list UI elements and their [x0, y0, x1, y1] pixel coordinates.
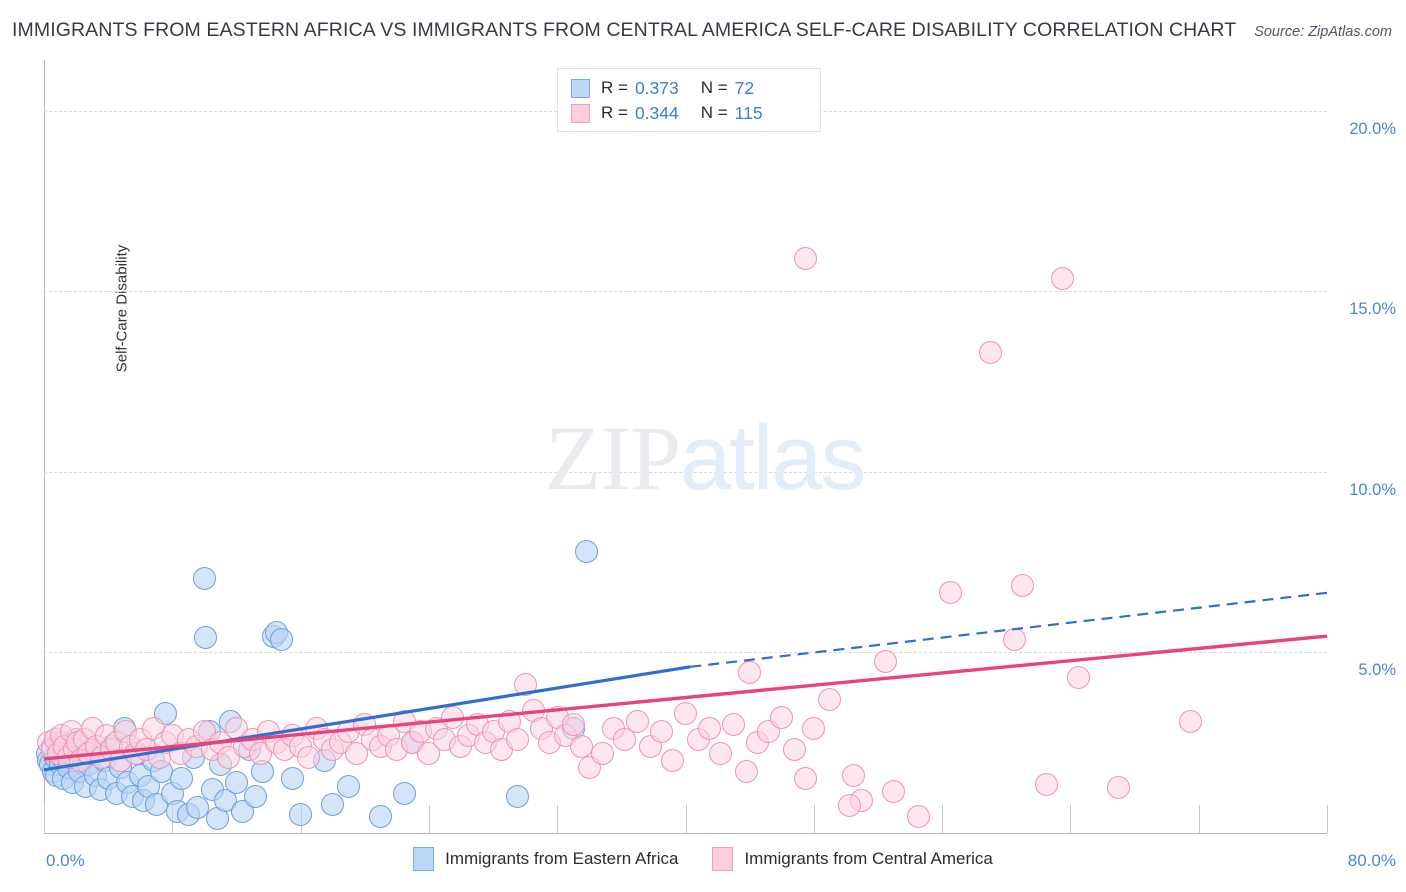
scatter-point	[1107, 776, 1130, 800]
x-axis-tick	[1198, 805, 1200, 833]
x-axis-tick	[428, 805, 430, 833]
scatter-point	[734, 760, 758, 784]
scatter-point	[1066, 666, 1090, 690]
scatter-point	[289, 803, 313, 827]
gridline	[44, 291, 1327, 293]
trendline-eastern-africa-projected	[690, 591, 1328, 668]
scatter-point	[709, 742, 733, 766]
scatter-point	[783, 738, 807, 762]
y-axis-tick-label: 10.0%	[1349, 480, 1396, 499]
scatter-point	[674, 702, 697, 726]
scatter-point	[1034, 772, 1058, 796]
scatter-point	[345, 742, 369, 766]
scatter-point	[269, 628, 293, 652]
correlation-stats-box: R = 0.373 N = 72 R = 0.344 N = 115	[557, 68, 821, 132]
stats-n-label-1: N =	[700, 78, 728, 97]
stats-n-label-2: N =	[700, 103, 728, 122]
x-axis-min-label: 0.0%	[46, 851, 85, 870]
gridline	[44, 471, 1327, 473]
y-axis-tick-label: 5.0%	[1358, 661, 1396, 680]
scatter-point	[698, 716, 722, 740]
scatter-point	[818, 687, 842, 711]
x-axis-tick	[685, 805, 687, 833]
stats-row-eastern-africa: R = 0.373 N = 72	[571, 75, 754, 101]
scatter-point	[297, 745, 321, 769]
scatter-point	[874, 649, 898, 673]
scatter-point	[978, 341, 1002, 365]
scatter-point	[393, 781, 417, 805]
scatter-point	[794, 247, 818, 271]
stats-n-value-2: 115	[734, 102, 763, 123]
scatter-point	[842, 763, 866, 787]
y-axis-line	[44, 60, 45, 833]
scatter-point	[561, 713, 585, 737]
x-axis-tick	[1327, 805, 1328, 833]
scatter-point	[938, 581, 962, 605]
scatter-point	[1050, 267, 1074, 291]
scatter-point	[906, 805, 930, 829]
stats-r-value-1: 0.373	[634, 77, 679, 98]
scatter-point	[337, 774, 361, 798]
scatter-point	[590, 742, 614, 766]
scatter-point	[321, 792, 345, 816]
scatter-point	[281, 767, 305, 791]
scatter-point	[738, 660, 762, 684]
scatter-point	[224, 770, 248, 794]
stats-swatch-central-america	[571, 103, 590, 123]
x-axis-tick	[813, 805, 815, 833]
scatter-point	[837, 794, 861, 818]
legend-swatch-eastern-africa	[413, 847, 435, 871]
trendline-central-america	[43, 634, 1328, 761]
scatter-point	[1010, 574, 1034, 598]
legend-swatch-central-america	[712, 847, 734, 871]
scatter-point	[170, 767, 194, 791]
scatter-point	[192, 566, 216, 590]
x-axis-tick	[557, 805, 559, 833]
y-axis-tick-label: 15.0%	[1349, 300, 1396, 319]
trendline-eastern-africa	[43, 665, 691, 772]
scatter-point	[194, 626, 218, 650]
stats-r-value-2: 0.344	[634, 102, 679, 123]
stats-n-value-1: 72	[734, 77, 755, 98]
scatter-point	[649, 720, 673, 744]
legend-label-eastern-africa: Immigrants from Eastern Africa	[445, 849, 679, 868]
scatter-point	[417, 742, 441, 766]
stats-row-central-america: R = 0.344 N = 115	[571, 100, 763, 126]
x-axis-tick	[44, 805, 45, 833]
x-axis-tick	[942, 805, 944, 833]
scatter-point	[1179, 709, 1203, 733]
source-label: Source: ZipAtlas.com	[1254, 24, 1392, 40]
scatter-point	[794, 767, 818, 791]
scatter-point	[722, 713, 746, 737]
scatter-point	[505, 727, 529, 751]
stats-swatch-eastern-africa	[571, 78, 590, 98]
scatter-point	[770, 705, 794, 729]
scatter-point	[613, 727, 637, 751]
gridline	[44, 652, 1327, 654]
y-axis-tick-label: 20.0%	[1349, 119, 1396, 138]
scatter-point	[882, 779, 906, 803]
scatter-point	[186, 796, 210, 820]
scatter-point	[505, 785, 529, 809]
scatter-point	[244, 785, 268, 809]
scatter-point	[369, 805, 393, 829]
chart-legend: Immigrants from Eastern Africa Immigrant…	[0, 847, 1406, 871]
legend-label-central-america: Immigrants from Central America	[744, 849, 993, 868]
x-axis-max-label: 80.0%	[1347, 851, 1396, 870]
x-axis-line	[44, 833, 1327, 834]
legend-item-central-america[interactable]: Immigrants from Central America	[712, 847, 993, 871]
stats-r-label-2: R =	[601, 103, 628, 122]
stats-r-label-1: R =	[601, 78, 628, 97]
page-title: IMMIGRANTS FROM EASTERN AFRICA VS IMMIGR…	[12, 19, 1237, 41]
x-axis-tick	[1070, 805, 1072, 833]
scatter-point	[625, 709, 649, 733]
scatter-point	[661, 749, 685, 773]
legend-item-eastern-africa[interactable]: Immigrants from Eastern Africa	[413, 847, 678, 871]
scatter-point	[802, 716, 826, 740]
scatter-point	[574, 539, 598, 563]
